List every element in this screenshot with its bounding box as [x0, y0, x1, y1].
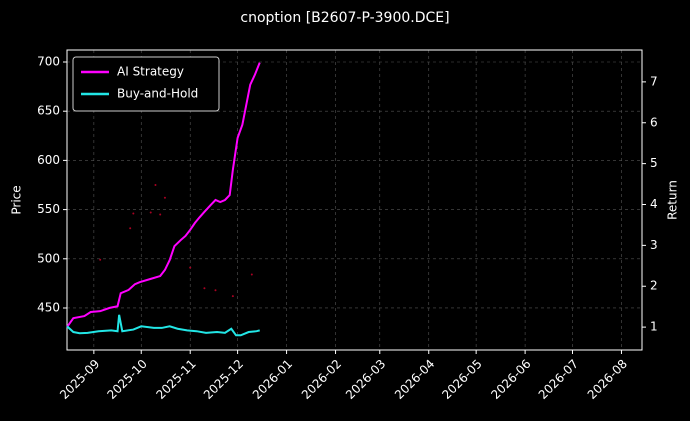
y-tick-label: 650: [37, 104, 60, 118]
legend-label: Buy-and-Hold: [117, 87, 198, 101]
scatter-point: [214, 289, 217, 292]
legend: AI Strategy Buy-and-Hold: [72, 56, 220, 112]
y2-axis-label: Return: [666, 180, 680, 220]
scatter-point: [149, 211, 152, 214]
y-tick-label: 600: [37, 153, 60, 167]
scatter-point: [159, 213, 162, 216]
y-tick-label: 700: [37, 55, 60, 69]
y2-tick-label: 5: [650, 156, 658, 170]
y2-tick-label: 7: [650, 74, 658, 88]
y2-tick-label: 2: [650, 279, 658, 293]
y-tick-label: 550: [37, 202, 60, 216]
plot-frame: [66, 49, 643, 351]
y2-tick-label: 4: [650, 197, 658, 211]
scatter-point: [129, 227, 132, 230]
scatter-point: [163, 196, 166, 199]
chart-title: cnoption [B2607-P-3900.DCE]: [240, 10, 449, 26]
legend-label: AI Strategy: [117, 65, 184, 79]
scatter-point: [189, 266, 192, 269]
line-series: [66, 62, 261, 328]
y2-tick-label: 3: [650, 238, 658, 252]
scatter-point: [99, 258, 102, 261]
line-series: [66, 314, 260, 337]
y-axis-label: Price: [10, 185, 24, 214]
legend-box: [72, 56, 220, 112]
scatter-point: [132, 212, 135, 215]
scatter-point: [250, 273, 253, 276]
scatter-point: [231, 295, 234, 298]
y2-tick-label: 6: [650, 115, 658, 129]
y-tick-label: 450: [37, 300, 60, 314]
y2-tick-label: 1: [650, 320, 658, 334]
y-tick-label: 500: [37, 251, 60, 265]
scatter-point: [203, 287, 206, 290]
scatter-point: [154, 183, 157, 186]
